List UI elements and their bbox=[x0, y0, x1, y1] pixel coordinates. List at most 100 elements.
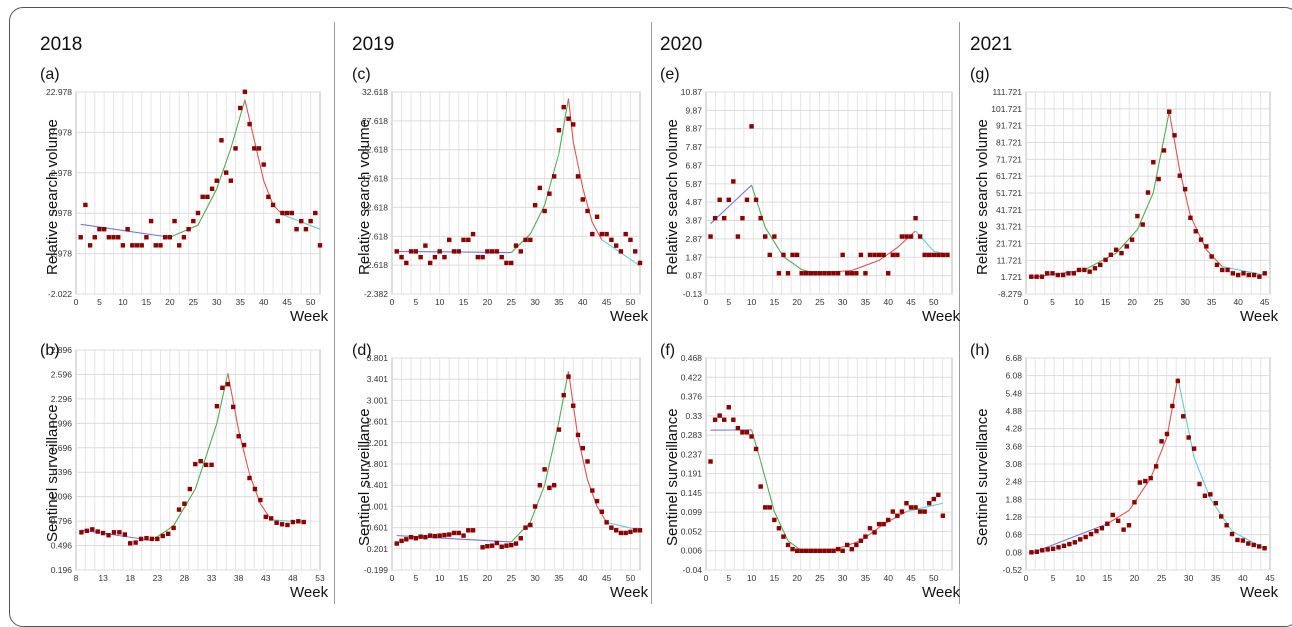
panel-label: (a) bbox=[40, 66, 60, 84]
data-point bbox=[182, 235, 186, 239]
data-point bbox=[447, 532, 451, 536]
data-point bbox=[266, 195, 270, 199]
data-point bbox=[763, 505, 767, 509]
data-point bbox=[1066, 271, 1070, 275]
data-point bbox=[1077, 268, 1081, 272]
y-tick-label: 1.721 bbox=[1001, 272, 1023, 282]
data-point bbox=[291, 520, 295, 524]
y-tick-label: 3.801 bbox=[367, 353, 389, 363]
data-point bbox=[1100, 526, 1104, 530]
data-point bbox=[399, 539, 403, 543]
y-tick-label: -2.022 bbox=[48, 289, 72, 299]
x-tick-label: 40 bbox=[578, 297, 588, 307]
y-tick-label: 8.87 bbox=[685, 124, 702, 134]
data-point bbox=[1170, 404, 1174, 408]
data-point bbox=[205, 195, 209, 199]
data-point bbox=[1247, 273, 1251, 277]
x-tick-label: 20 bbox=[165, 297, 175, 307]
y-tick-label: 11.721 bbox=[997, 255, 1023, 265]
x-tick-label: 50 bbox=[626, 573, 636, 583]
y-tick-label: 17.618 bbox=[362, 174, 388, 184]
data-point bbox=[433, 255, 437, 259]
data-point bbox=[799, 549, 803, 553]
data-point bbox=[290, 211, 294, 215]
data-point bbox=[485, 544, 489, 548]
data-point bbox=[102, 227, 106, 231]
data-point bbox=[927, 501, 931, 505]
y-tick-label: 3.401 bbox=[367, 374, 389, 384]
data-point bbox=[731, 418, 735, 422]
x-tick-label: 35 bbox=[861, 297, 871, 307]
x-tick-label: 20 bbox=[1130, 573, 1140, 583]
data-point bbox=[822, 549, 826, 553]
data-point bbox=[936, 253, 940, 257]
data-point bbox=[713, 418, 717, 422]
data-point bbox=[1083, 535, 1087, 539]
y-tick-label: -2.382 bbox=[364, 289, 388, 299]
data-point bbox=[101, 531, 105, 535]
data-point bbox=[932, 253, 936, 257]
x-tick-label: 45 bbox=[602, 573, 612, 583]
data-point bbox=[88, 243, 92, 247]
x-axis-label: Week bbox=[1240, 308, 1278, 325]
data-point bbox=[786, 271, 790, 275]
data-point bbox=[238, 106, 242, 110]
data-point bbox=[595, 499, 599, 503]
data-point bbox=[285, 523, 289, 527]
data-point bbox=[1130, 237, 1134, 241]
data-point bbox=[1067, 542, 1071, 546]
data-point bbox=[139, 243, 143, 247]
data-point bbox=[809, 271, 813, 275]
data-point bbox=[264, 515, 268, 519]
data-point bbox=[466, 528, 470, 532]
data-point bbox=[1172, 133, 1176, 137]
data-point bbox=[768, 253, 772, 257]
plot-g: 111.721101.72191.72181.72171.72161.72151… bbox=[1026, 92, 1270, 294]
data-point bbox=[1138, 480, 1142, 484]
data-point bbox=[633, 249, 637, 253]
data-point bbox=[428, 533, 432, 537]
x-tick-label: 45 bbox=[602, 297, 612, 307]
data-point bbox=[423, 243, 427, 247]
data-point bbox=[509, 543, 513, 547]
data-point bbox=[542, 209, 546, 213]
data-point bbox=[1056, 273, 1060, 277]
data-point bbox=[247, 122, 251, 126]
data-point bbox=[257, 146, 261, 150]
data-point bbox=[581, 197, 585, 201]
x-tick-label: 50 bbox=[929, 297, 939, 307]
data-point bbox=[566, 374, 570, 378]
data-point bbox=[1246, 541, 1250, 545]
data-point bbox=[609, 238, 613, 242]
data-point bbox=[112, 530, 116, 534]
data-point bbox=[1062, 544, 1066, 548]
data-point bbox=[1061, 273, 1065, 277]
data-point bbox=[542, 467, 546, 471]
x-tick-label: 25 bbox=[1154, 297, 1164, 307]
x-tick-label: 15 bbox=[770, 573, 780, 583]
data-point bbox=[772, 518, 776, 522]
data-point bbox=[909, 505, 913, 509]
year-title: 2019 bbox=[352, 34, 394, 56]
x-tick-label: 45 bbox=[1265, 573, 1275, 583]
data-point bbox=[552, 174, 556, 178]
data-point bbox=[895, 253, 899, 257]
y-tick-label: 0.468 bbox=[681, 353, 703, 363]
data-point bbox=[93, 235, 97, 239]
data-point bbox=[1105, 522, 1109, 526]
y-tick-label: 0.68 bbox=[1005, 530, 1022, 540]
data-point bbox=[736, 234, 740, 238]
y-tick-label: 2.618 bbox=[367, 260, 389, 270]
data-point bbox=[533, 504, 537, 508]
x-tick-label: 5 bbox=[726, 573, 731, 583]
data-point bbox=[1194, 229, 1198, 233]
data-point bbox=[302, 520, 306, 524]
data-point bbox=[799, 271, 803, 275]
data-point bbox=[1045, 271, 1049, 275]
x-tick-label: 10 bbox=[118, 297, 128, 307]
data-point bbox=[845, 543, 849, 547]
data-point bbox=[795, 253, 799, 257]
data-point bbox=[1224, 523, 1228, 527]
data-point bbox=[600, 510, 604, 514]
data-point bbox=[913, 505, 917, 509]
